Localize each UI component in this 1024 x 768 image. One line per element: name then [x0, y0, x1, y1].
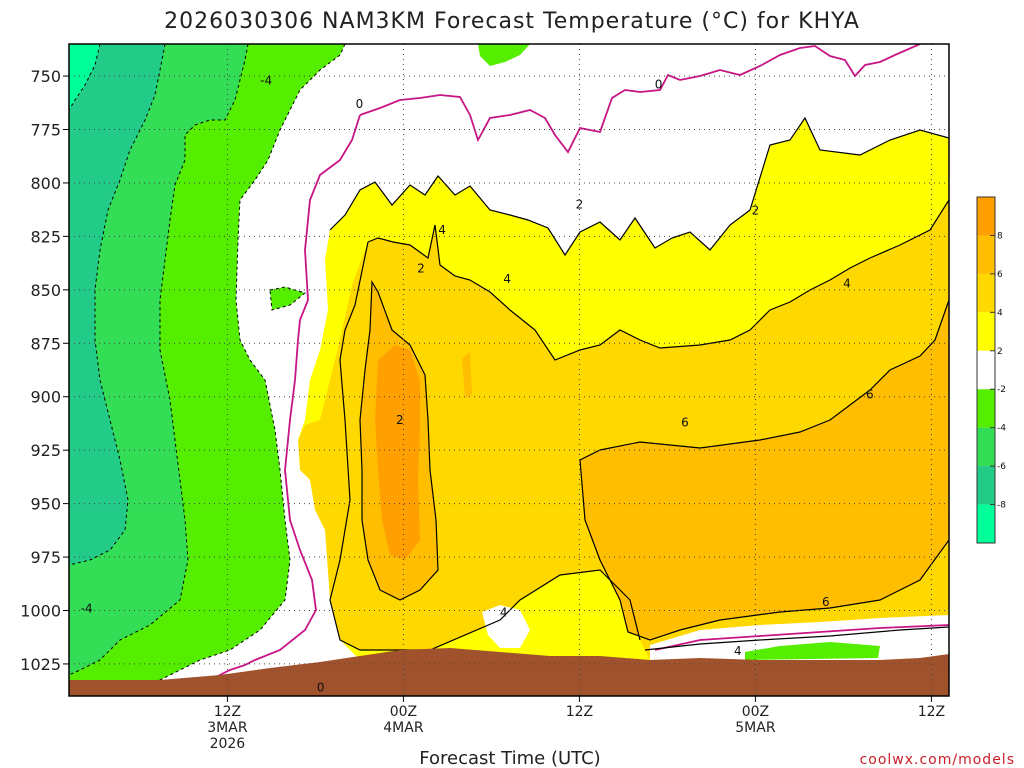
y-tick-label: 1025	[20, 655, 61, 674]
colorbar-label: -4	[997, 424, 1006, 434]
colorbar-label: -8	[997, 501, 1006, 511]
colorbar-frame	[976, 196, 996, 544]
colorbar-swatch	[977, 235, 995, 274]
contour-label: 0	[317, 680, 325, 694]
contour-label: 0	[356, 97, 364, 111]
y-tick-label: 825	[30, 227, 61, 246]
fill-minus8	[69, 44, 100, 110]
fill-zero-pocket	[482, 605, 530, 648]
x-tick-label: 12Z	[918, 704, 945, 720]
y-tick-label: 1000	[20, 601, 61, 620]
contour-label: 6	[822, 595, 830, 609]
x-tick-label: 00Z	[742, 704, 769, 720]
y-tick-label: 850	[30, 281, 61, 300]
plot-frame	[68, 43, 950, 697]
colorbar-label: -6	[997, 462, 1006, 472]
fill-minus2-island	[270, 287, 305, 310]
x-tick-label: 5MAR	[735, 720, 776, 736]
fill-plus8-left	[375, 345, 420, 560]
colorbar-label: -2	[997, 385, 1006, 395]
colorbar-swatch	[977, 504, 995, 543]
contour-label: 4	[438, 223, 446, 237]
contour-label: 2	[417, 261, 425, 275]
colorbar-swatch	[977, 312, 995, 351]
x-tick-label: 12Z	[566, 704, 593, 720]
colorbar-swatch	[977, 466, 995, 505]
x-tick-label: 00Z	[390, 704, 417, 720]
colorbar-label: 6	[997, 270, 1003, 280]
colorbar-label: 2	[997, 347, 1003, 357]
contour-labels: -4 0 0 2 2 4 2 4 4 2 6 6 6 4 4 0 -4	[81, 73, 874, 694]
y-tick-label: 775	[30, 121, 61, 140]
y-axis-ticks: 750 775 800 825 850 875 900 925 950 975 1000 1025	[20, 67, 69, 674]
colorbar: 8 6 4 2 -2 -4 -6 -8	[976, 196, 1006, 544]
x-tick-label: 3MAR	[207, 720, 248, 736]
x-tick-label: 2026	[210, 736, 246, 752]
contour-label: 4	[734, 644, 742, 658]
fill-plus6-small	[462, 352, 472, 398]
y-tick-label: 975	[30, 548, 61, 567]
y-tick-label: 875	[30, 334, 61, 353]
cold-contours	[69, 44, 346, 691]
contour-label: -4	[81, 601, 93, 615]
y-tick-label: 800	[30, 174, 61, 193]
chart-title: 2026030306 NAM3KM Forecast Temperature (…	[164, 9, 860, 34]
contour-label: 6	[681, 415, 689, 429]
contour-label: 6	[866, 388, 874, 402]
y-tick-label: 950	[30, 495, 61, 514]
plot-area: -4 0 0 2 2 4 2 4 4 2 6 6 6 4 4 0 -4	[69, 44, 949, 696]
contour-label: 2	[752, 204, 760, 218]
colorbar-label: 8	[997, 231, 1003, 241]
contour-label: 4	[843, 276, 851, 290]
terrain-fill	[69, 648, 949, 696]
fill-minus2-top	[478, 44, 530, 66]
y-tick-label: 900	[30, 388, 61, 407]
contour-label: 2	[576, 197, 584, 211]
x-tick-label: 12Z	[214, 704, 241, 720]
credit-link[interactable]: coolwx.com/models	[860, 752, 1015, 768]
x-tick-label: 4MAR	[383, 720, 424, 736]
contour-label: 4	[500, 606, 508, 620]
contour-label: 2	[396, 413, 404, 427]
x-axis-title: Forecast Time (UTC)	[419, 748, 600, 768]
colorbar-label: 4	[997, 308, 1003, 318]
colorbar-swatch	[977, 427, 995, 467]
contour-label: -4	[260, 73, 272, 87]
fill-minus6	[69, 44, 165, 565]
colorbar-swatch	[977, 350, 995, 390]
grid-lines	[69, 44, 949, 696]
y-tick-label: 925	[30, 441, 61, 460]
fill-minus2-bottom	[745, 642, 880, 660]
fill-zero-band	[69, 44, 949, 690]
fill-plus6-right	[580, 300, 949, 640]
colorbar-swatch	[977, 389, 995, 428]
contour-label: 4	[503, 272, 511, 286]
contour-label: 0	[655, 78, 663, 92]
zero-contours	[189, 44, 949, 691]
colorbar-swatch	[977, 273, 995, 313]
colorbar-swatch	[977, 197, 995, 236]
y-tick-label: 750	[30, 67, 61, 86]
warm-contours	[329, 116, 949, 651]
